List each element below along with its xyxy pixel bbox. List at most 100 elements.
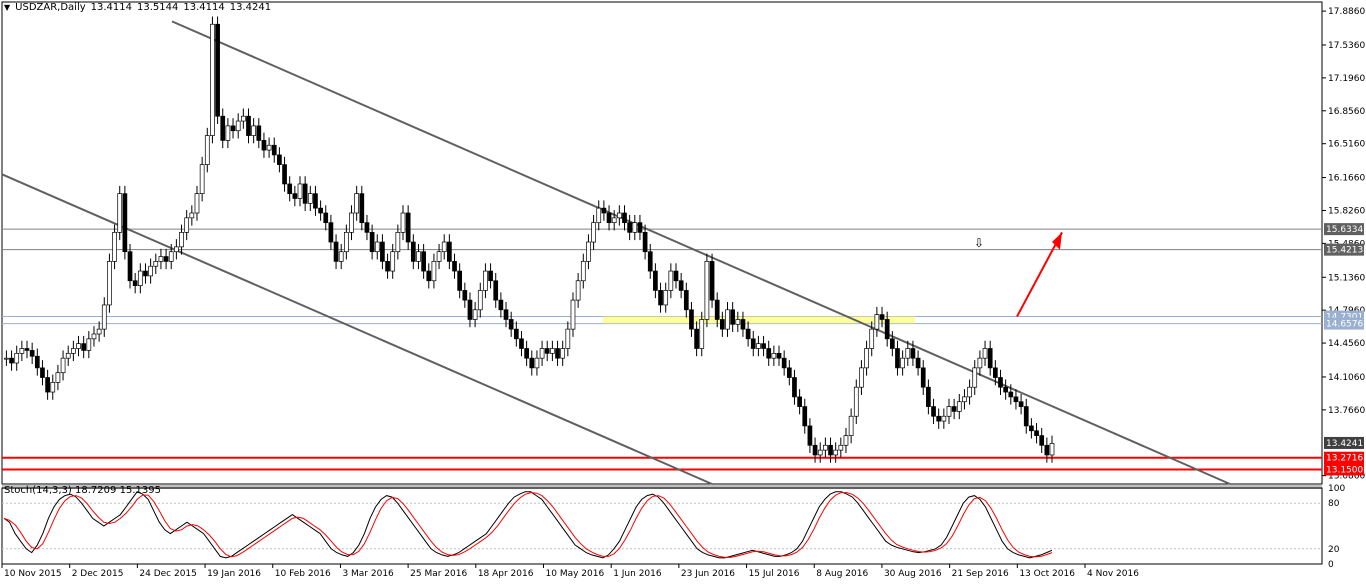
y-tick-label: 15.8260: [1328, 206, 1365, 216]
candle-body: [235, 120, 241, 132]
candle-body: [81, 343, 87, 351]
candle-body: [823, 444, 828, 451]
candle-body: [313, 193, 318, 209]
x-tick-label: 2 Dec 2015: [72, 569, 124, 579]
candle-body: [194, 193, 200, 214]
candle-body: [591, 222, 596, 243]
dropdown-triangle-icon[interactable]: ▼: [4, 3, 11, 12]
candle-body: [977, 357, 983, 369]
candle-body: [29, 350, 35, 357]
candle-body: [962, 396, 967, 403]
candle-body: [833, 449, 839, 456]
candle-body: [601, 207, 607, 214]
level-label: 15.6334: [1326, 225, 1363, 235]
candle-body: [60, 357, 66, 374]
y-tick-label: 14.1060: [1328, 373, 1365, 383]
candle-body: [349, 212, 354, 233]
candle-body: [168, 251, 174, 262]
stoch-main-value: 18.7209: [75, 485, 117, 496]
candle-body: [797, 396, 802, 407]
candle-body: [318, 207, 323, 214]
level-label-bg: [1324, 451, 1364, 464]
candle-body: [230, 125, 236, 132]
candle-body: [766, 348, 772, 359]
candle-body: [184, 217, 190, 233]
candle-body: [807, 425, 813, 446]
candle-body: [9, 357, 14, 364]
candle-body: [266, 144, 272, 151]
candle-body: [544, 348, 550, 354]
candle-body: [297, 183, 303, 199]
candle-body: [441, 241, 447, 253]
candle-body: [745, 328, 751, 340]
candle-body: [426, 270, 432, 282]
y-tick-label: 14.4560: [1328, 339, 1365, 349]
candle-body: [19, 348, 25, 354]
candle-body: [447, 241, 452, 262]
candle-body: [1049, 442, 1055, 456]
candle-body: [956, 401, 962, 412]
x-tick-label: 4 Nov 2016: [1087, 569, 1139, 579]
candle-body: [385, 261, 390, 272]
x-tick-label: 15 Jul 2016: [749, 569, 800, 579]
candle-body: [488, 270, 493, 282]
candle-body: [457, 270, 463, 291]
candle-body: [673, 270, 679, 282]
candle-body: [725, 309, 730, 330]
candle-body: [874, 314, 880, 330]
candle-body: [45, 377, 50, 393]
candle-body: [812, 444, 818, 456]
candle-body: [416, 251, 421, 262]
level-label-bg: [1324, 223, 1364, 236]
candle-body: [153, 261, 159, 267]
stoch-header: Stoch(14,3,3) 18.7209 15.1395: [4, 485, 161, 496]
candle-body: [524, 348, 529, 359]
candle-body: [926, 386, 931, 407]
candle-body: [951, 406, 957, 412]
candle-body: [519, 338, 524, 349]
candle-body: [354, 193, 360, 214]
candle-body: [215, 23, 220, 117]
current-price-bg: [1324, 436, 1364, 449]
candle-body: [101, 304, 107, 330]
candle-body: [864, 348, 869, 369]
candle-body: [246, 115, 251, 136]
candle-body: [158, 256, 164, 262]
x-tick-label: 19 Jan 2016: [207, 569, 261, 579]
candle-body: [380, 241, 385, 262]
candle-body: [137, 270, 143, 286]
candle-body: [848, 415, 854, 436]
candle-body: [658, 290, 663, 306]
x-tick-label: 10 Nov 2015: [4, 569, 62, 579]
candle-body: [34, 355, 40, 369]
candle-body: [210, 23, 215, 136]
candle-body: [436, 251, 442, 262]
candle-body: [910, 348, 916, 359]
candle-body: [127, 251, 133, 282]
candle-body: [1008, 391, 1014, 398]
stoch-signal-value: 15.1395: [119, 485, 161, 496]
price-frame: [1, 1, 1323, 485]
current-price-label: 13.4241: [1326, 439, 1363, 449]
candle-body: [292, 193, 298, 199]
candle-body: [513, 328, 519, 340]
candle-body: [642, 232, 648, 253]
stoch-axis-label: 20: [1328, 545, 1340, 555]
level-label-bg: [1324, 463, 1364, 476]
candle-body: [1039, 435, 1045, 446]
candle-body: [720, 319, 725, 330]
candle-body: [931, 406, 936, 417]
candle-body: [452, 261, 457, 272]
candle-body: [117, 193, 123, 233]
candle-body: [534, 357, 540, 369]
candle-body: [261, 140, 267, 151]
candle-body: [328, 222, 334, 243]
candle-body: [96, 328, 102, 335]
candle-body: [992, 367, 998, 378]
candle-body: [344, 232, 349, 253]
candle-body: [395, 232, 401, 253]
candle-body: [570, 299, 576, 330]
candle-body: [40, 367, 45, 378]
candle-body: [709, 261, 715, 301]
candle-body: [761, 343, 766, 349]
